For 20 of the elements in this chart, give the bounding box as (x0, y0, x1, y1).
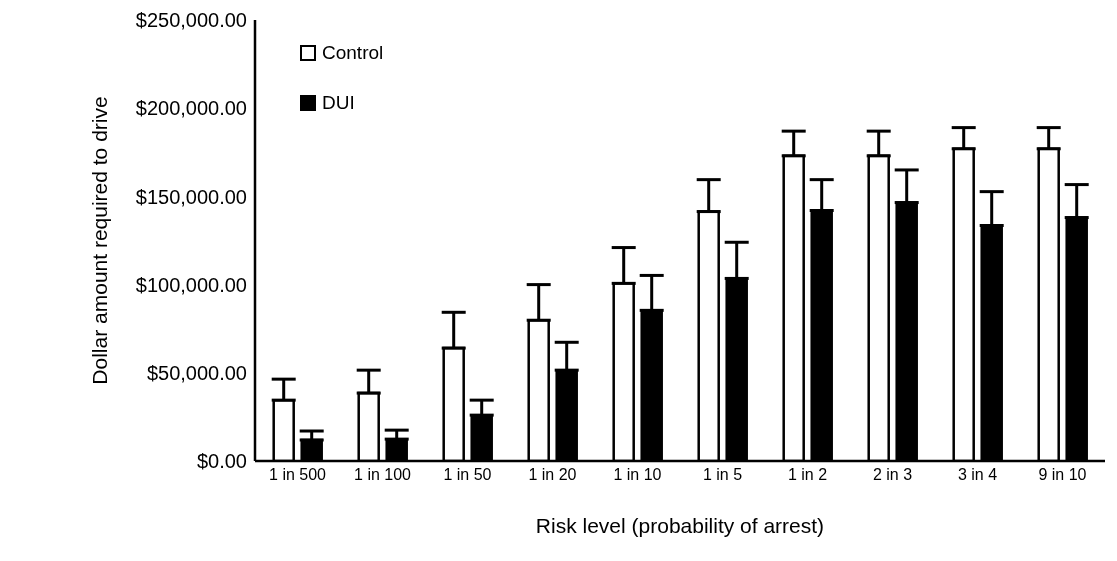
x-tick-label: 9 in 10 (1038, 466, 1087, 484)
y-tick-label: $200,000.00 (135, 97, 247, 120)
x-tick-label: 1 in 2 (787, 466, 828, 484)
x-tick-label: 1 in 20 (528, 466, 577, 484)
x-tick-label: 1 in 100 (354, 466, 412, 484)
y-tick-label: $250,000.00 (135, 9, 247, 32)
x-tick-label: 1 in 5 (702, 466, 743, 484)
x-tick-label: 3 in 4 (957, 466, 998, 484)
x-tick-label: 1 in 50 (443, 466, 492, 484)
legend-label: DUI (322, 92, 355, 114)
y-tick-label: $0.00 (196, 450, 247, 473)
y-tick-label: $150,000.00 (135, 185, 247, 208)
y-tick-label: $50,000.00 (146, 361, 247, 384)
y-axis-title: Dollar amount required to drive (88, 96, 112, 385)
x-tick-label: 1 in 500 (269, 466, 327, 484)
x-tick-label: 2 in 3 (872, 466, 913, 484)
legend-label: Control (322, 42, 384, 64)
x-axis-title: Risk level (probability of arrest) (535, 514, 825, 537)
x-tick-label: 1 in 10 (613, 466, 662, 484)
y-tick-label: $100,000.00 (135, 273, 247, 296)
